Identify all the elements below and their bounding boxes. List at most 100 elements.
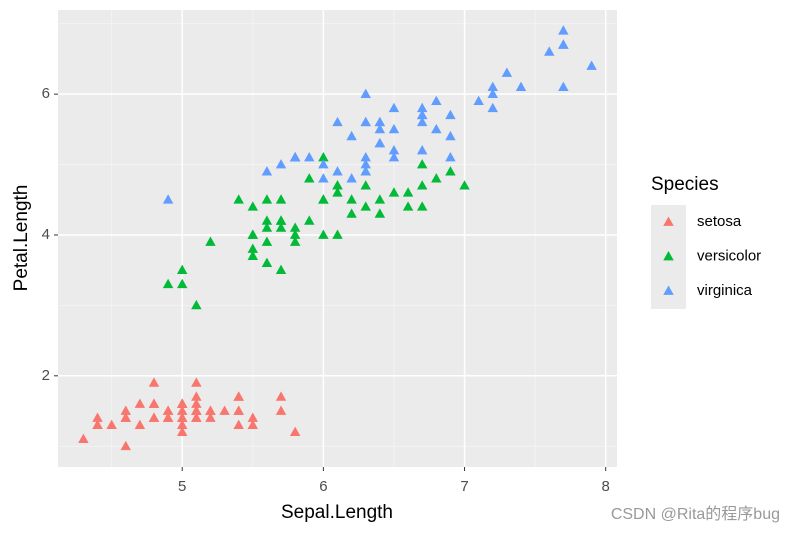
legend-marker	[663, 285, 674, 295]
point	[431, 95, 442, 106]
point	[388, 152, 400, 162]
point	[360, 88, 371, 98]
point	[402, 201, 414, 211]
point	[360, 152, 371, 162]
point	[233, 405, 244, 415]
point	[346, 208, 357, 218]
point	[233, 391, 244, 401]
point	[261, 194, 273, 204]
point	[558, 81, 569, 91]
point	[162, 412, 174, 422]
point	[261, 166, 273, 176]
x-axis-title: Sepal.Length	[281, 502, 393, 523]
point	[374, 116, 386, 127]
point	[374, 194, 386, 204]
point	[332, 187, 343, 197]
point	[445, 130, 456, 141]
point	[176, 419, 188, 429]
point	[586, 60, 597, 70]
point	[346, 194, 357, 204]
point	[275, 159, 287, 169]
point	[261, 222, 273, 232]
point	[431, 173, 442, 183]
y-tick-label: 4	[42, 226, 50, 243]
point	[176, 264, 188, 275]
point	[304, 173, 315, 183]
point	[92, 412, 103, 422]
point	[388, 144, 400, 155]
point	[388, 123, 400, 134]
point	[219, 405, 230, 415]
point	[134, 419, 146, 429]
point	[416, 109, 428, 120]
point	[473, 95, 484, 106]
point	[558, 39, 569, 49]
point	[162, 194, 174, 204]
point	[402, 187, 414, 197]
point	[261, 257, 273, 267]
legend-label: versicolor	[697, 247, 761, 264]
y-axis-title: Petal.Length	[11, 185, 32, 292]
point	[191, 398, 202, 408]
point	[205, 236, 216, 246]
point	[360, 201, 371, 211]
point	[275, 194, 287, 204]
point	[162, 278, 174, 289]
point	[106, 419, 117, 429]
point	[445, 109, 456, 120]
point	[275, 215, 287, 225]
point	[176, 278, 188, 289]
point	[289, 236, 301, 246]
point	[120, 405, 131, 415]
x-tick-label: 8	[602, 478, 610, 495]
point	[134, 398, 146, 408]
point	[205, 405, 216, 415]
legend-label: virginica	[697, 282, 753, 299]
point	[332, 180, 343, 190]
point	[346, 130, 357, 141]
point	[205, 412, 216, 422]
point	[289, 426, 301, 436]
point	[374, 123, 386, 134]
points	[78, 25, 597, 451]
point	[176, 398, 188, 408]
point	[261, 215, 273, 225]
point	[191, 391, 202, 401]
x-tick-label: 5	[178, 478, 186, 495]
point	[148, 398, 160, 408]
point	[332, 229, 343, 239]
x-tick-label: 6	[319, 478, 327, 495]
point	[445, 166, 456, 176]
point	[416, 180, 428, 190]
legend: setosa versicolor virginica	[651, 205, 761, 309]
point	[191, 412, 202, 422]
point	[487, 88, 499, 98]
point	[332, 116, 343, 127]
point	[388, 187, 400, 197]
point	[275, 405, 287, 415]
point	[148, 377, 160, 387]
legend-marker	[663, 251, 674, 261]
point	[318, 194, 329, 204]
point	[431, 123, 442, 134]
point	[176, 405, 188, 415]
point	[360, 159, 371, 169]
point	[304, 215, 315, 225]
point	[360, 116, 371, 127]
point	[416, 159, 428, 169]
point	[191, 299, 202, 310]
point	[388, 102, 400, 113]
point	[515, 81, 527, 91]
point	[275, 264, 287, 275]
point	[275, 222, 287, 232]
point	[487, 102, 499, 113]
point	[318, 152, 329, 162]
point	[247, 229, 259, 239]
point	[247, 243, 259, 253]
point	[289, 152, 301, 162]
point	[247, 412, 259, 422]
point	[247, 201, 259, 211]
point	[120, 440, 131, 451]
point	[247, 250, 259, 260]
